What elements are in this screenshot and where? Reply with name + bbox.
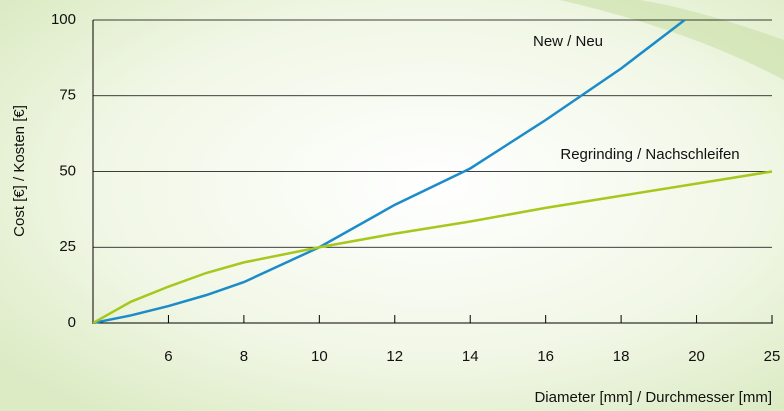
series-label: New / Neu [533, 33, 603, 50]
decor-leaf [560, 0, 784, 80]
x-tick-label: 20 [688, 348, 705, 365]
x-tick-label: 16 [537, 348, 554, 365]
y-axis-label: Cost [€] / Kosten [€] [11, 105, 28, 237]
x-tick-label: 6 [164, 348, 172, 365]
y-tick-label: 50 [59, 162, 76, 179]
y-tick-label: 25 [59, 238, 76, 255]
series-line [93, 170, 773, 324]
y-tick-label: 75 [59, 87, 76, 104]
x-tick-label: 8 [240, 348, 248, 365]
x-axis-label: Diameter [mm] / Durchmesser [mm] [534, 389, 772, 406]
x-tick-label: 18 [613, 348, 630, 365]
x-tick-label: 12 [386, 348, 403, 365]
x-tick-label: 14 [462, 348, 479, 365]
y-tick-label: 0 [68, 314, 76, 331]
x-tick-label: 10 [311, 348, 328, 365]
x-tick-label: 25 [764, 348, 781, 365]
series-label: Regrinding / Nachschleifen [560, 146, 739, 163]
y-tick-label: 100 [51, 11, 76, 28]
